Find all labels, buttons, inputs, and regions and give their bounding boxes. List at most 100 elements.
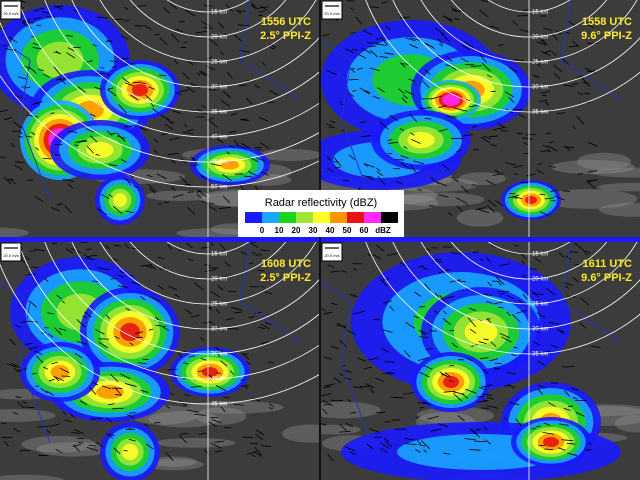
wind-vector [155,324,167,328]
wind-vector [61,300,65,304]
wind-vector [430,177,440,185]
wind-vector [408,78,417,83]
wind-vector [438,105,447,109]
wind-vector [564,365,575,368]
range-label: 45 km [211,402,227,408]
wind-vector [504,91,514,98]
wind-vector [457,280,467,283]
wind-vector [331,303,338,305]
wind-vector [36,355,44,364]
wind-vector [532,341,541,346]
wind-vector [20,0,27,4]
wind-vector [41,10,49,14]
wind-vector [481,62,491,72]
wind-vector [394,159,405,161]
wind-vector [577,172,583,175]
wind-vector [246,360,251,365]
wind-vector [107,87,114,90]
colorbar-swatch [245,212,262,223]
wind-vector [379,277,387,287]
wind-vector [180,433,189,435]
wind-vector [50,112,55,114]
wind-vector [105,39,112,43]
wind-vector [350,412,356,414]
terrain-texture [150,456,197,467]
wind-vector [538,99,548,103]
wind-vector [441,33,450,42]
wind-vector [215,384,227,392]
wind-vector [333,377,342,384]
wind-vector [456,149,462,152]
wind-vector [428,204,435,207]
terrain-texture [155,437,236,448]
wind-vector [16,401,24,409]
wind-vector [402,95,409,99]
wind-vector [189,82,201,89]
wind-vector [222,90,232,99]
wind-vector [372,95,380,100]
wind-vector [539,350,551,354]
wind-vector [465,388,477,394]
wind-vector [377,176,386,185]
wind-vector [400,155,409,159]
wind-vector [152,108,159,113]
wind-vector [34,350,43,355]
colorbar-tick-label: 20 [292,226,301,235]
wind-vector [490,244,496,249]
wind-vector [31,266,39,269]
wind-vector [183,350,188,353]
wind-vector [21,86,26,88]
wind-vector [522,274,527,279]
wind-vector [499,292,505,295]
wind-vector [79,400,88,406]
wind-vector [78,139,88,143]
wind-vector [552,51,557,56]
wind-vector [486,300,493,304]
wind-vector [65,248,73,254]
wind-vector [210,163,222,167]
wind-vector [404,90,415,96]
wind-vector [108,403,115,406]
wind-vector [572,396,578,400]
scale-box [0,242,22,262]
wind-vector [473,148,479,151]
wind-vector [385,441,393,448]
wind-vector [60,367,70,374]
wind-vector [513,346,518,349]
range-label: 30 km [211,327,227,333]
wind-vector [13,367,21,373]
wind-vector [421,440,430,450]
wind-vector [205,117,215,121]
wind-vector [215,308,221,314]
wind-vector [197,189,207,198]
wind-vector [223,274,235,278]
wind-vector [480,258,484,262]
wind-vector [123,125,136,128]
terrain-texture [597,182,640,192]
wind-vector [251,398,261,402]
wind-vector [327,264,335,268]
wind-vector [579,297,590,306]
wind-vector [477,208,490,214]
wind-vector [171,186,176,192]
wind-vector [513,173,519,176]
wind-vector [112,407,124,410]
wind-vector [128,427,133,430]
wind-vector [574,242,582,249]
wind-vector [361,47,372,54]
wind-vector [84,311,92,318]
wind-vector [322,34,330,37]
wind-vector [423,449,428,453]
radar-panel: 15 km 20 km 25 km 30 km 35 km 20.0 m/s 1558 UT… [321,0,640,238]
wind-vector [108,433,115,437]
wind-vector [132,81,141,84]
wind-vector [521,260,525,265]
wind-vector [357,357,367,362]
panel-time: 1558 UTC [582,16,632,28]
wind-vector [170,33,180,43]
wind-vector [230,370,234,375]
wind-vector [135,4,147,8]
wind-vector [399,128,404,131]
range-label: 25 km [211,302,227,308]
